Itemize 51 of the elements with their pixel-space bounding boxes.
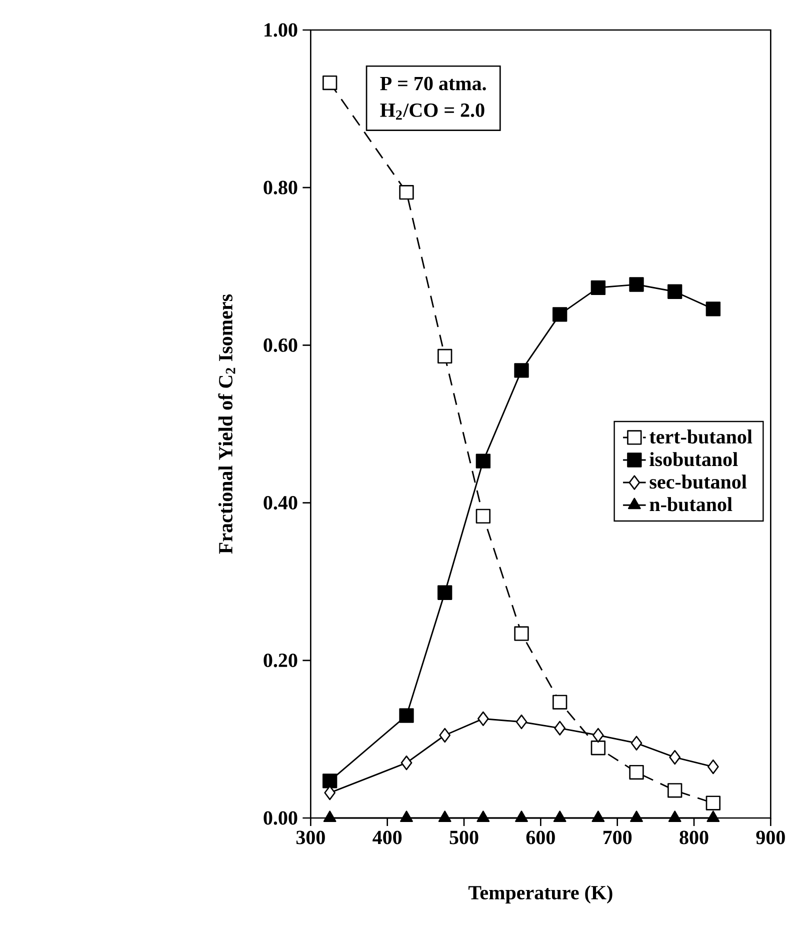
point — [706, 302, 721, 316]
point — [514, 363, 529, 378]
point — [629, 277, 644, 292]
legend-label: n-butanol — [650, 497, 732, 512]
y-tick-label: 0.20 — [264, 654, 298, 668]
point — [590, 280, 606, 296]
y-axis-title: Fractional Yield of C$_{2}$ Isomers — [218, 294, 236, 554]
legend-label: sec-butanol — [650, 474, 747, 489]
point — [476, 454, 491, 468]
y-tick-label: 0.60 — [264, 338, 298, 352]
y-tick-label: 0.40 — [264, 496, 298, 510]
point — [478, 711, 489, 726]
x-tick-label: 600 — [526, 830, 555, 844]
y-tick-label: 0.00 — [264, 811, 298, 825]
x-axis-title: Temperature (K) — [468, 885, 612, 904]
point — [516, 714, 528, 730]
point — [590, 740, 606, 756]
y-tick-label: 1.00 — [264, 23, 298, 37]
point — [322, 75, 338, 90]
point — [399, 708, 414, 723]
point — [476, 508, 491, 524]
point — [554, 720, 566, 736]
point — [592, 728, 604, 743]
point — [630, 736, 642, 750]
annotation: H$_{2}$/CO = 2.0 — [380, 103, 484, 120]
point — [514, 626, 529, 641]
point — [706, 796, 721, 810]
legend-label: isobutanol — [650, 452, 738, 466]
x-tick-label: 900 — [756, 830, 785, 844]
annotation: P = 70 atma. — [380, 76, 486, 90]
point — [669, 750, 681, 765]
point — [438, 585, 452, 600]
x-tick-label: 800 — [680, 830, 708, 844]
x-tick-label: 500 — [450, 830, 478, 844]
point — [322, 774, 338, 788]
point — [668, 783, 682, 798]
x-tick-label: 700 — [603, 830, 632, 844]
point — [324, 785, 336, 800]
legend-label: tert-butanol — [650, 430, 752, 444]
y-tick-label: 0.80 — [264, 180, 298, 194]
point — [668, 284, 682, 299]
point — [439, 728, 451, 743]
x-tick-label: 400 — [372, 830, 402, 844]
point — [438, 348, 452, 364]
point — [399, 184, 414, 200]
point — [552, 307, 568, 322]
x-tick-label: 300 — [296, 830, 325, 844]
point — [552, 694, 568, 710]
point — [400, 756, 412, 770]
point — [708, 759, 719, 774]
point — [629, 764, 644, 780]
